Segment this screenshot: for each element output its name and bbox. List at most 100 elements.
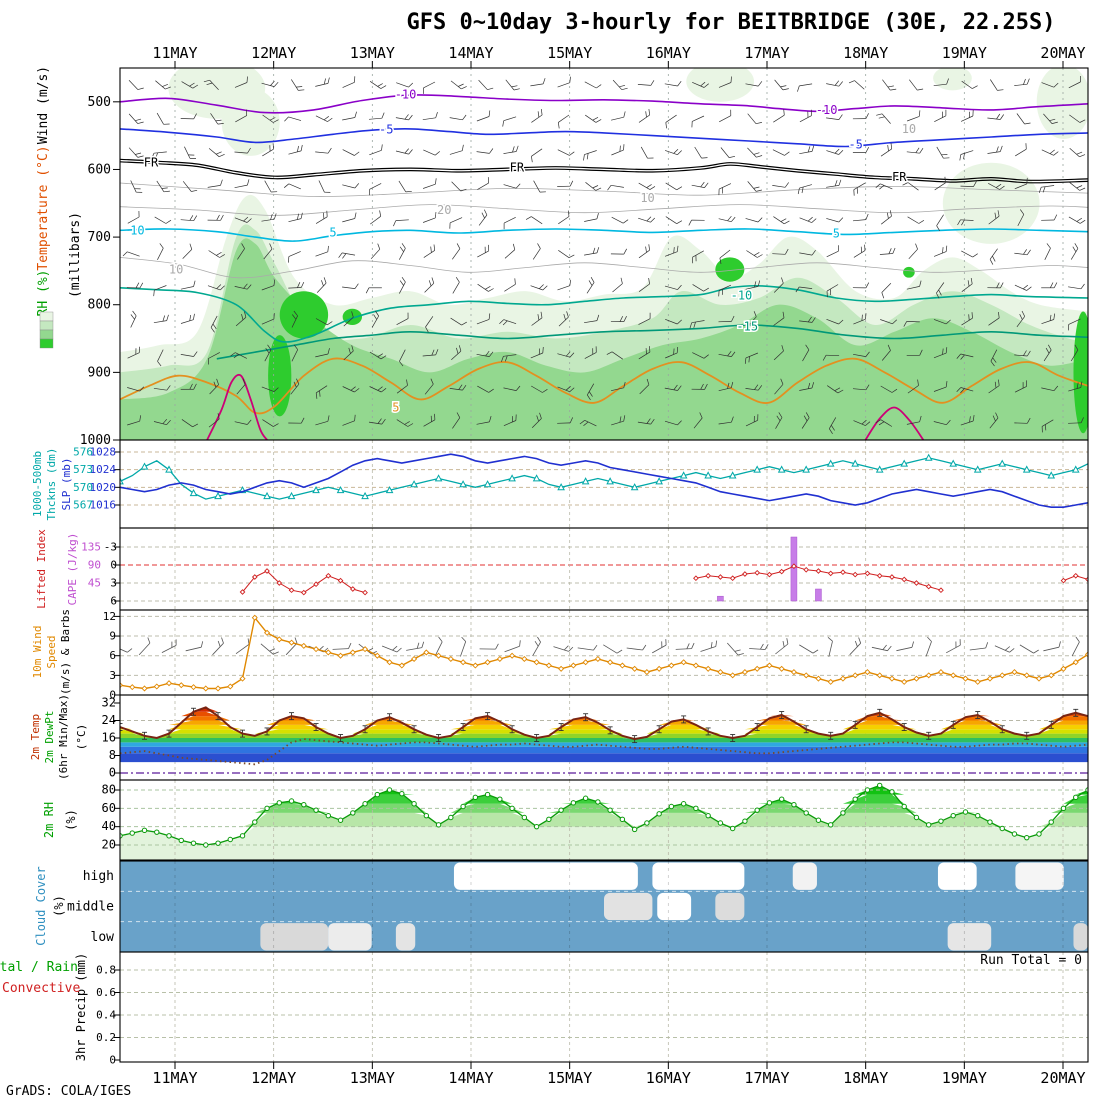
wind-barb <box>970 277 973 284</box>
wind-barb <box>718 353 732 357</box>
wind-barb <box>291 79 299 91</box>
wind-barb <box>989 248 998 260</box>
wind-barb <box>285 642 298 656</box>
wind-barb <box>645 246 647 253</box>
wind-barb <box>262 419 274 427</box>
thickness-marker <box>165 465 173 473</box>
rh-marker <box>668 803 675 810</box>
wind-barb <box>676 186 683 191</box>
wind-barb <box>968 314 970 321</box>
wind-barb <box>753 186 760 189</box>
wind-barb <box>165 86 171 90</box>
wind-barb <box>1079 154 1086 158</box>
wind-barb <box>315 115 328 122</box>
wind-barb <box>537 243 541 249</box>
wind-barb <box>826 354 840 357</box>
wind-barb <box>719 249 731 259</box>
wind-marker <box>1011 669 1018 676</box>
rh-marker <box>399 790 405 797</box>
wind-barb <box>996 183 1002 188</box>
wind-barb <box>515 385 521 391</box>
wind-barb <box>215 119 222 122</box>
wind-barb <box>342 117 355 121</box>
wind-barb <box>212 642 224 656</box>
wind-barb <box>502 120 505 127</box>
wind-barb <box>369 149 382 156</box>
li-marker <box>705 572 711 579</box>
li-tick-label: 6 <box>110 595 117 608</box>
rh-marker <box>582 795 589 801</box>
day-label-bottom: 12MAY <box>251 1069 296 1087</box>
wind-barb <box>216 251 222 256</box>
day-label-bottom: 19MAY <box>942 1069 987 1087</box>
wind-barb <box>288 287 302 289</box>
wind-barb <box>919 280 922 287</box>
li-marker <box>901 576 908 583</box>
wind-barb <box>664 387 678 391</box>
wind-barb <box>208 148 220 157</box>
wind-barb <box>262 114 274 123</box>
wind-barb <box>688 219 692 226</box>
wind-barb <box>558 114 570 123</box>
wind-barb <box>542 389 548 393</box>
rh-marker <box>325 812 332 819</box>
panel-cape-li <box>120 528 1088 610</box>
wind-barb <box>208 352 220 359</box>
day-label-top: 16MAY <box>646 44 691 62</box>
wind-barb <box>1053 82 1059 88</box>
wind-barb <box>399 280 404 286</box>
wind-barb <box>396 318 409 326</box>
wind-barb <box>377 353 383 358</box>
wind-barb <box>646 418 651 424</box>
axis-label-speed: Speed <box>45 635 58 668</box>
wind-marker <box>423 649 430 656</box>
wind-barb <box>812 649 819 654</box>
wind-barb <box>881 113 891 124</box>
wind-barb <box>780 378 784 385</box>
axis-label-: (%) <box>64 809 78 831</box>
wind-barb <box>315 392 318 399</box>
wind-barb <box>906 286 920 290</box>
wind-barb <box>1004 646 1011 651</box>
wind-barb <box>193 280 196 287</box>
wind-barb <box>369 386 382 393</box>
wind-barb <box>537 314 540 321</box>
wind-barb <box>784 182 789 188</box>
rh-marker <box>644 820 650 826</box>
wind-barb <box>261 386 275 392</box>
li-marker <box>1085 576 1088 583</box>
axis-label-slp-mb: SLP (mb) <box>60 458 73 511</box>
wind-marker <box>668 662 675 669</box>
wind-barb <box>272 651 279 655</box>
wind-barb <box>909 79 918 91</box>
wind-barb <box>423 419 436 427</box>
wind-barb <box>831 425 835 431</box>
rh-shade-blob <box>933 68 972 91</box>
wind-barb <box>649 346 651 353</box>
wind-barb <box>157 248 164 260</box>
wind-barb <box>1046 243 1051 249</box>
wind-barb <box>676 346 679 353</box>
wind-barb <box>154 216 167 224</box>
wind-barb <box>300 417 305 424</box>
wind-barb <box>530 83 544 87</box>
wind-barb <box>421 641 425 648</box>
wind-barb <box>623 381 626 388</box>
wind-barb <box>395 150 409 155</box>
wind-marker <box>521 655 528 663</box>
wind-barb <box>665 122 667 129</box>
wind-barb <box>611 216 624 224</box>
rh-marker <box>693 805 699 812</box>
wind-barb <box>700 646 716 652</box>
wind-barb <box>323 78 326 85</box>
contour-20C <box>120 357 1088 415</box>
wind-barb <box>297 282 301 288</box>
wind-barb <box>649 186 656 190</box>
wind-barb <box>430 246 432 253</box>
wind-barb <box>1053 214 1058 221</box>
wind-barb <box>906 321 920 323</box>
precip-legend-convective: Convective <box>2 981 80 996</box>
wind-barb <box>838 319 844 325</box>
cloud-patch <box>328 923 372 951</box>
wind-marker <box>496 655 503 663</box>
